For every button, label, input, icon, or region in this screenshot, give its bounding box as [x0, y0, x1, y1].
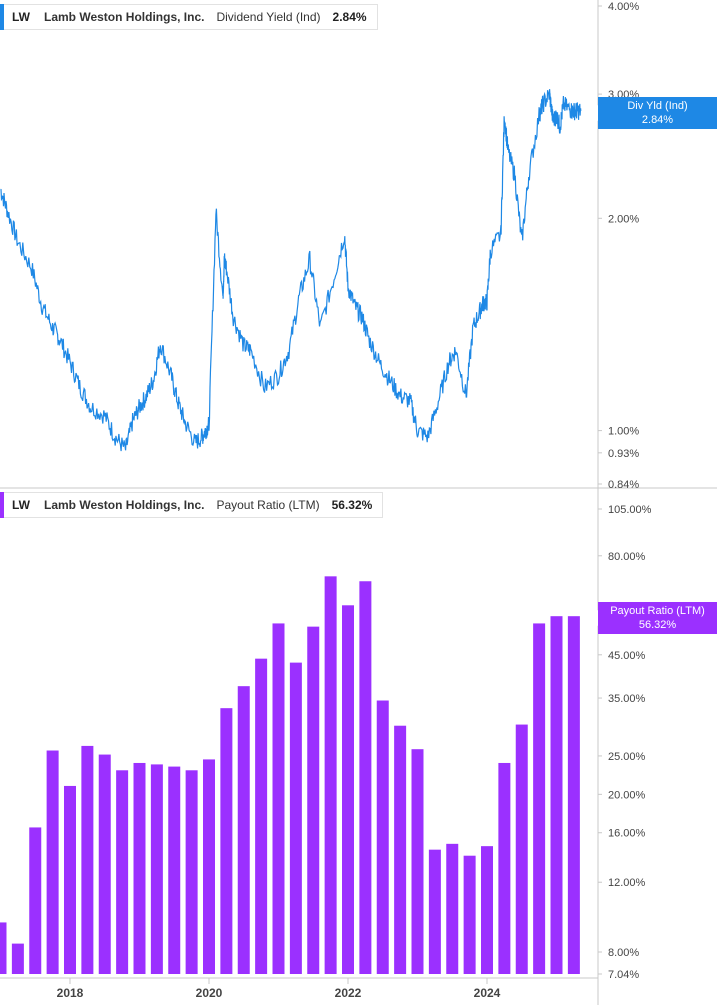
- bottom-tag-value: 56.32%: [638, 619, 677, 631]
- payout-bar: [307, 626, 320, 974]
- bottom-ytick-label: 25.00%: [608, 751, 646, 763]
- payout-bar: [359, 581, 372, 974]
- xtick-label: 2020: [196, 986, 223, 1000]
- payout-bar: [515, 724, 528, 974]
- payout-bar: [81, 745, 94, 974]
- payout-bar: [64, 785, 76, 974]
- payout-bar: [567, 616, 580, 974]
- bottom-tag-label: Payout Ratio (LTM): [610, 605, 705, 617]
- payout-bar: [411, 749, 424, 974]
- top-legend-ticker: LW: [12, 10, 30, 24]
- top-legend-swatch: [0, 4, 4, 30]
- payout-bar: [324, 576, 337, 974]
- bottom-ytick-label: 45.00%: [608, 650, 646, 662]
- payout-bar: [185, 770, 198, 974]
- payout-bar: [116, 770, 129, 974]
- top-legend: LW Lamb Weston Holdings, Inc. Dividend Y…: [0, 4, 378, 30]
- payout-bar: [342, 605, 354, 974]
- payout-bar: [46, 750, 59, 974]
- payout-bar: [203, 759, 215, 974]
- payout-bar: [376, 700, 389, 974]
- payout-bar: [428, 849, 441, 974]
- bottom-legend-value: 56.32%: [331, 498, 373, 512]
- payout-bar: [272, 623, 285, 974]
- payout-bar: [394, 725, 407, 974]
- top-ytick-label: 4.00%: [608, 1, 639, 13]
- payout-bar: [255, 658, 268, 974]
- top-legend-company: Lamb Weston Holdings, Inc.: [44, 10, 205, 24]
- bottom-ytick-label: 20.00%: [608, 789, 646, 801]
- payout-bar: [463, 855, 476, 974]
- payout-bar: [481, 846, 493, 974]
- bottom-value-tag: Payout Ratio (LTM) 56.32%: [590, 602, 717, 634]
- payout-bar: [533, 623, 546, 974]
- top-tag-label: Div Yld (Ind): [627, 100, 688, 112]
- bottom-legend: LW Lamb Weston Holdings, Inc. Payout Rat…: [0, 492, 384, 518]
- payout-bar: [168, 766, 181, 974]
- bottom-ytick-label: 7.04%: [608, 969, 639, 981]
- bottom-ytick-label: 105.00%: [608, 504, 652, 516]
- payout-bar: [98, 754, 111, 974]
- payout-bar: [446, 843, 459, 974]
- top-tag-value: 2.84%: [641, 114, 674, 126]
- top-ytick-label: 2.00%: [608, 213, 639, 225]
- top-ytick-label: 0.93%: [608, 448, 639, 460]
- payout-bar: [133, 762, 146, 974]
- top-legend-value: 2.84%: [332, 10, 367, 24]
- dividend-yield-line: [0, 89, 582, 452]
- xtick-label: 2018: [57, 986, 84, 1000]
- bottom-ytick-label: 8.00%: [608, 947, 639, 959]
- payout-bar: [0, 922, 7, 974]
- payout-bar: [237, 686, 250, 974]
- bottom-ytick-label: 12.00%: [608, 877, 646, 889]
- bottom-ytick-label: 35.00%: [608, 693, 646, 705]
- bottom-legend-company: Lamb Weston Holdings, Inc.: [44, 498, 205, 512]
- top-ytick-label: 1.00%: [608, 426, 639, 438]
- top-value-tag: Div Yld (Ind) 2.84%: [590, 97, 717, 129]
- payout-bar: [550, 616, 563, 974]
- payout-bar: [29, 827, 42, 974]
- payout-bar: [11, 943, 24, 974]
- bottom-legend-ticker: LW: [12, 498, 30, 512]
- bottom-legend-swatch: [0, 492, 4, 518]
- payout-bar: [220, 708, 233, 974]
- bottom-legend-metric: Payout Ratio (LTM): [216, 498, 320, 512]
- bottom-ytick-label: 80.00%: [608, 551, 646, 563]
- payout-bar: [150, 764, 163, 974]
- xtick-label: 2022: [335, 986, 362, 1000]
- top-legend-metric: Dividend Yield (Ind): [216, 10, 321, 24]
- payout-bar: [289, 662, 302, 974]
- xtick-label: 2024: [474, 986, 501, 1000]
- bottom-ytick-label: 16.00%: [608, 828, 646, 840]
- top-ytick-label: 0.84%: [608, 479, 639, 491]
- payout-bar: [498, 762, 511, 974]
